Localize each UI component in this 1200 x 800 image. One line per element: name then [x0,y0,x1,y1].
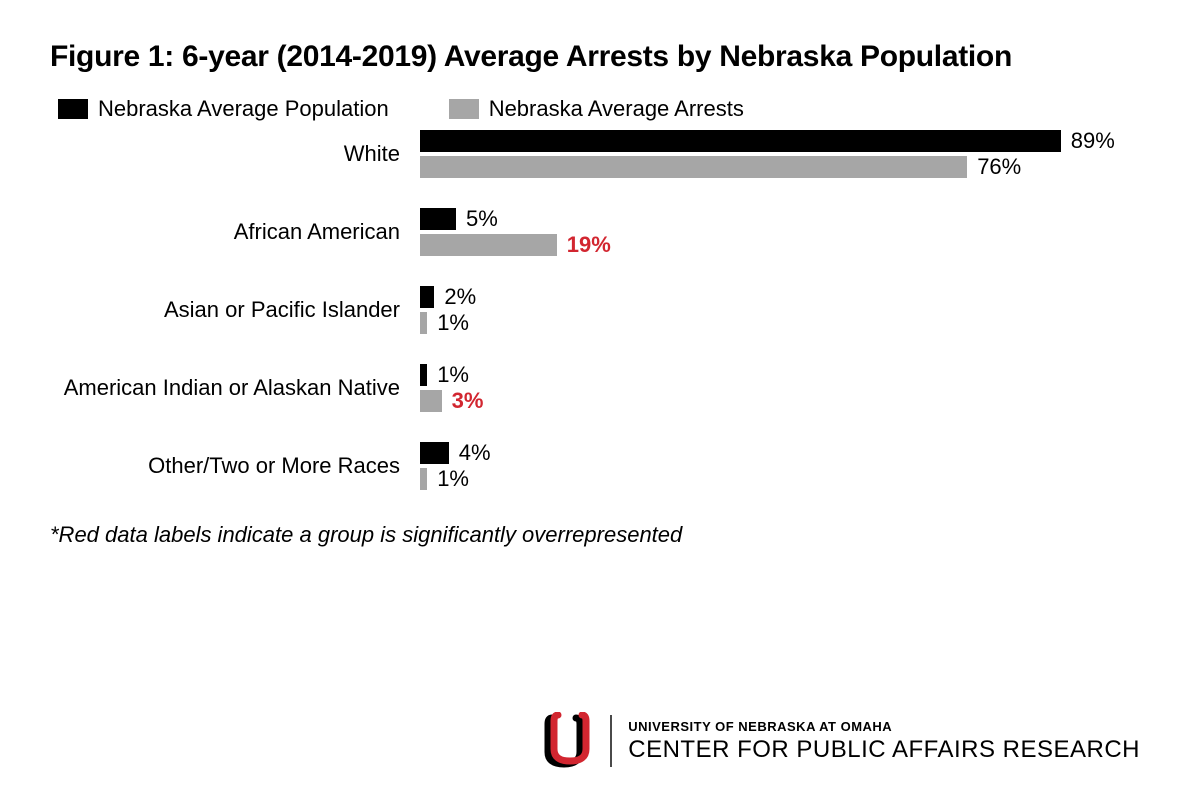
bar-value-label: 2% [444,284,476,310]
bar-line: 1% [420,364,1150,386]
chart-title: Figure 1: 6-year (2014-2019) Average Arr… [50,40,1150,74]
bar-value-label: 1% [437,310,469,336]
bar-value-label: 89% [1071,128,1115,154]
bar [420,442,449,464]
bar [420,156,967,178]
bar-line: 5% [420,208,1150,230]
legend: Nebraska Average Population Nebraska Ave… [58,96,1150,122]
bar [420,390,442,412]
category-label: Asian or Pacific Islander [50,297,420,323]
chart-row: American Indian or Alaskan Native1%3% [50,364,1150,412]
bar-value-label: 1% [437,466,469,492]
bar-line: 19% [420,234,1150,256]
bar-value-label: 76% [977,154,1021,180]
chart-row: White 89% 76% [50,130,1150,178]
bar-group: 4%1% [420,442,1150,490]
category-label: White [50,141,420,167]
footnote: *Red data labels indicate a group is sig… [50,522,1150,548]
bar-value-label: 1% [437,362,469,388]
chart-row: Asian or Pacific Islander2%1% [50,286,1150,334]
legend-item-arrests: Nebraska Average Arrests [449,96,744,122]
bar-group: 1%3% [420,364,1150,412]
bar [420,286,434,308]
bar-line: 89% [420,130,1150,152]
bar-group: 2%1% [420,286,1150,334]
bar-group: 5% 19% [420,208,1150,256]
category-label: American Indian or Alaskan Native [50,375,420,401]
bar [420,234,557,256]
bar-value-label: 19% [567,232,611,258]
bar-value-label: 5% [466,206,498,232]
footer: UNIVERSITY OF NEBRASKA AT OMAHA CENTER F… [540,712,1140,770]
footer-university: UNIVERSITY OF NEBRASKA AT OMAHA [628,719,1140,734]
bar-line: 2% [420,286,1150,308]
bar [420,312,427,334]
bar-group: 89% 76% [420,130,1150,178]
bar-line: 1% [420,468,1150,490]
footer-center: CENTER FOR PUBLIC AFFAIRS RESEARCH [628,736,1140,764]
legend-swatch-population [58,99,88,119]
footer-text: UNIVERSITY OF NEBRASKA AT OMAHA CENTER F… [628,719,1140,764]
bar-line: 4% [420,442,1150,464]
bar-line: 76% [420,156,1150,178]
chart-row: African American 5% 19% [50,208,1150,256]
bar [420,468,427,490]
bar [420,364,427,386]
bar-value-label: 4% [459,440,491,466]
legend-label-arrests: Nebraska Average Arrests [489,96,744,122]
bar [420,130,1061,152]
legend-item-population: Nebraska Average Population [58,96,389,122]
bar-chart: White 89% 76% African American 5% 19% Asian or… [50,130,1150,490]
chart-row: Other/Two or More Races4%1% [50,442,1150,490]
bar-value-label: 3% [452,388,484,414]
footer-divider [610,715,612,767]
category-label: Other/Two or More Races [50,453,420,479]
bar-line: 3% [420,390,1150,412]
uno-logo-icon [540,712,594,770]
bar [420,208,456,230]
bar-line: 1% [420,312,1150,334]
category-label: African American [50,219,420,245]
legend-label-population: Nebraska Average Population [98,96,389,122]
legend-swatch-arrests [449,99,479,119]
